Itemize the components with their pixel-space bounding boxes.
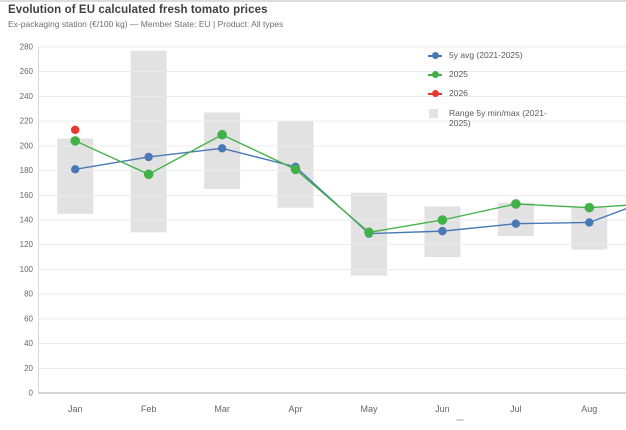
point-2025-jan[interactable] [70, 136, 81, 146]
y-axis-label-0: 0 [29, 389, 34, 398]
y-axis-label-280: 280 [20, 43, 34, 52]
y-axis-label-160: 160 [20, 191, 34, 200]
y-axis-label-60: 60 [24, 314, 33, 323]
point-2025-may[interactable] [364, 227, 374, 238]
y-axis-label-40: 40 [24, 339, 33, 348]
legend-item-label: Range 5y min/max (2021-2025) [449, 107, 547, 128]
legend-line-dot-icon [428, 51, 442, 60]
y-axis-labels: 0 20 40 60 80 100 120 140 160 180 200 220 240 260 280 [20, 43, 34, 398]
x-axis-labels: Jan Feb Mar Apr May Jun Jul Aug [68, 404, 597, 414]
legend-item-label: 2026 [449, 88, 468, 99]
bottom-scroll-indicator[interactable] [456, 419, 464, 421]
x-axis-label-jan: Jan [68, 404, 83, 414]
grid-lines [38, 46, 626, 369]
x-axis-label-aug: Aug [581, 404, 597, 414]
range-bar-feb[interactable] [130, 50, 167, 233]
point-5y-avg-2021-2025--feb[interactable] [144, 152, 153, 162]
point-5y-avg-2021-2025--jun[interactable] [438, 226, 447, 236]
point-2025-apr[interactable] [290, 164, 301, 175]
x-axis-label-jul: Jul [510, 404, 522, 414]
legend-line-dot-icon [428, 70, 442, 79]
y-axis-label-20: 20 [24, 364, 33, 373]
chart-header: Evolution of EU calculated fresh tomato … [8, 4, 608, 29]
x-axis-label-feb: Feb [141, 404, 157, 414]
legend-range-box-icon [428, 108, 442, 118]
legend-item-5y-avg[interactable]: 5y avg (2021-2025) [428, 50, 568, 60]
y-axis-label-100: 100 [20, 265, 34, 274]
chart-subtitle: Ex-packaging station (€/100 kg) — Member… [8, 19, 284, 29]
point-5y-avg-2021-2025--jan[interactable] [71, 165, 80, 174]
point-2026-jan[interactable] [71, 125, 80, 134]
range-bars [57, 50, 608, 276]
range-bar-aug[interactable] [571, 207, 608, 250]
point-2025-jul[interactable] [511, 199, 521, 209]
point-2025-mar[interactable] [217, 129, 227, 140]
point-2025-aug[interactable] [584, 202, 595, 213]
legend-item-label: 2025 [449, 69, 468, 80]
y-axis-label-220: 220 [20, 117, 34, 126]
legend-item-2026[interactable]: 2026 [428, 88, 568, 98]
legend-item-range[interactable]: Range 5y min/max (2021-2025) [428, 108, 568, 128]
point-2025-feb[interactable] [143, 169, 154, 180]
point-2025-jun[interactable] [437, 215, 448, 225]
x-axis-label-apr: Apr [289, 404, 303, 414]
y-axis-label-200: 200 [20, 141, 34, 150]
y-axis-label-260: 260 [20, 67, 34, 76]
legend-line-dot-icon [428, 89, 442, 98]
y-axis-label-180: 180 [20, 166, 34, 175]
y-axis-label-120: 120 [20, 240, 34, 249]
legend-item-2025[interactable]: 2025 [428, 69, 568, 79]
point-5y-avg-2021-2025--jul[interactable] [511, 219, 521, 228]
y-axis-label-80: 80 [24, 290, 33, 299]
legend-item-label: 5y avg (2021-2025) [449, 50, 523, 60]
y-axis-label-140: 140 [20, 216, 34, 225]
chart-title: Evolution of EU calculated fresh tomato … [8, 4, 268, 16]
point-5y-avg-2021-2025--mar[interactable] [217, 144, 227, 153]
range-bar-jan[interactable] [57, 138, 94, 214]
x-axis-label-mar: Mar [214, 404, 230, 414]
window-top-border [0, 0, 626, 2]
x-axis-label-may: May [360, 404, 378, 414]
x-axis-label-jun: Jun [435, 404, 450, 414]
point-5y-avg-2021-2025--aug[interactable] [585, 218, 594, 227]
y-axis-label-240: 240 [20, 92, 34, 101]
chart-legend: 5y avg (2021-2025) 2025 2026 Range 5y mi… [428, 50, 568, 137]
